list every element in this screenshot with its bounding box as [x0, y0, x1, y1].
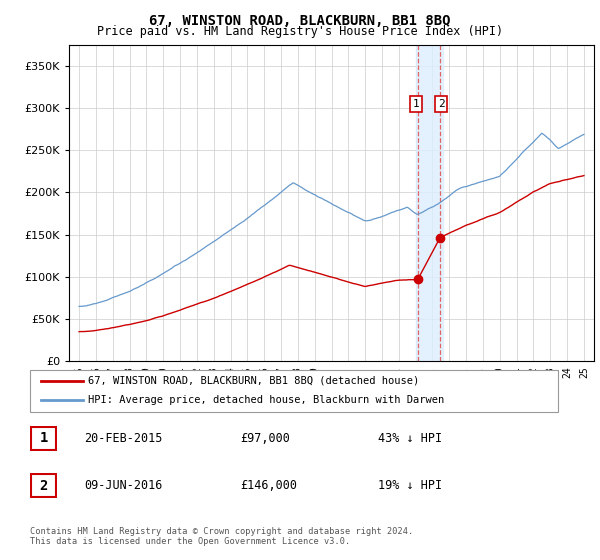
Text: 1: 1: [412, 99, 419, 109]
Text: 20-FEB-2015: 20-FEB-2015: [84, 432, 163, 445]
FancyBboxPatch shape: [31, 427, 56, 450]
Text: £97,000: £97,000: [240, 432, 290, 445]
Text: 1: 1: [40, 431, 47, 445]
Text: Contains HM Land Registry data © Crown copyright and database right 2024.
This d: Contains HM Land Registry data © Crown c…: [30, 526, 413, 546]
Text: 67, WINSTON ROAD, BLACKBURN, BB1 8BQ (detached house): 67, WINSTON ROAD, BLACKBURN, BB1 8BQ (de…: [88, 376, 419, 386]
Text: 19% ↓ HPI: 19% ↓ HPI: [378, 479, 442, 492]
Text: Price paid vs. HM Land Registry's House Price Index (HPI): Price paid vs. HM Land Registry's House …: [97, 25, 503, 38]
Text: £146,000: £146,000: [240, 479, 297, 492]
Text: 67, WINSTON ROAD, BLACKBURN, BB1 8BQ: 67, WINSTON ROAD, BLACKBURN, BB1 8BQ: [149, 14, 451, 28]
Text: 09-JUN-2016: 09-JUN-2016: [84, 479, 163, 492]
Text: 2: 2: [40, 479, 47, 493]
Bar: [416, 45, 443, 361]
FancyBboxPatch shape: [31, 474, 56, 497]
Text: 2: 2: [438, 99, 445, 109]
FancyBboxPatch shape: [30, 370, 558, 412]
Text: HPI: Average price, detached house, Blackburn with Darwen: HPI: Average price, detached house, Blac…: [88, 395, 445, 405]
Text: 43% ↓ HPI: 43% ↓ HPI: [378, 432, 442, 445]
